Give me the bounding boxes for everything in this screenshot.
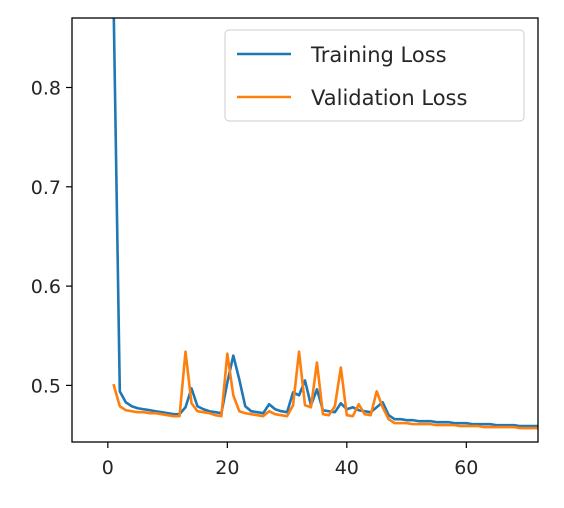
legend-label-validation-loss: Validation Loss: [311, 86, 467, 110]
legend: Training Loss Validation Loss: [224, 29, 525, 122]
x-tick-label: 0: [102, 457, 114, 479]
y-tick-label: 0.8: [31, 78, 61, 100]
training-loss-line: [112, 18, 538, 428]
legend-label-training-loss: Training Loss: [310, 43, 447, 67]
legend-box: [224, 29, 525, 122]
y-tick-label: 0.5: [31, 375, 61, 397]
x-tick-label: 20: [215, 457, 239, 479]
x-tick-label: 40: [335, 457, 359, 479]
y-tick-label: 0.6: [31, 276, 61, 298]
y-tick-label: 0.7: [31, 177, 61, 199]
series-layer: [112, 18, 538, 430]
x-tick-label: 60: [454, 457, 478, 479]
axes-layer: 0 20 40 60 0.5 0.6 0.7 0.8: [31, 17, 539, 479]
validation-loss-line: [112, 350, 538, 430]
axes-frame: [71, 17, 539, 443]
